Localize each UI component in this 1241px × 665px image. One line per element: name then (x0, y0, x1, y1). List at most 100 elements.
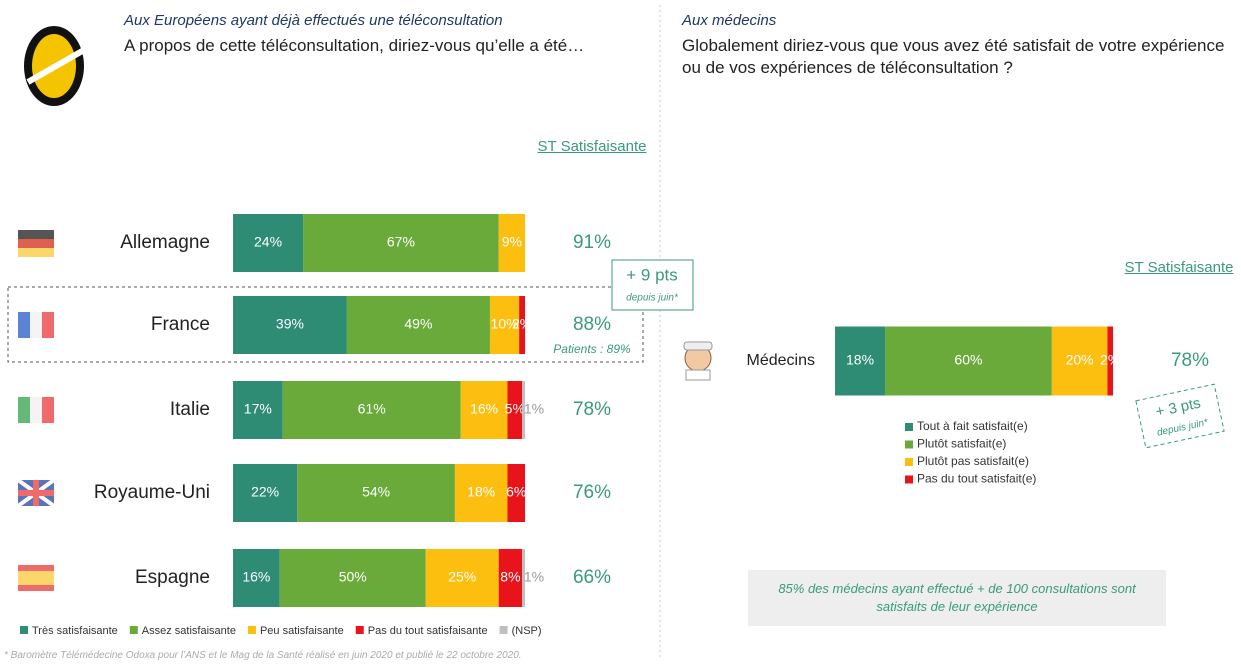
value-label: 54% (362, 484, 390, 500)
bar-segment (1051, 326, 1108, 396)
legend-label: Tout à fait satisfait(e) (917, 419, 1028, 433)
value-label: 18% (846, 352, 874, 368)
value-label: 10% (491, 316, 519, 332)
bar-segment (522, 381, 525, 439)
st-value: 88% (573, 314, 611, 335)
legend-swatch (355, 626, 364, 634)
legend-label: Peu satisfaisante (260, 625, 344, 637)
bar-segment (233, 464, 298, 522)
bar-segment (454, 464, 508, 522)
legend-swatch (20, 626, 28, 634)
bar-segment (425, 549, 499, 607)
st-value: 76% (573, 482, 611, 503)
legend-swatch (129, 626, 138, 634)
doctor-icon (683, 341, 713, 381)
value-label: 60% (954, 352, 982, 368)
bar-segment (498, 214, 525, 272)
value-label: 1% (524, 401, 544, 417)
st-header: ST Satisfaisante (537, 138, 647, 155)
legend-swatch (499, 626, 508, 634)
value-label: 8% (500, 569, 520, 585)
annotation: depuis juin* (626, 293, 679, 304)
st-value: 66% (573, 567, 611, 588)
legend-swatch (905, 458, 913, 466)
title: A propos de cette téléconsultation, diri… (124, 36, 585, 55)
bar-segment (282, 381, 461, 439)
value-label: 25% (448, 569, 476, 585)
bar-segment (507, 464, 525, 522)
value-label: 16% (470, 401, 498, 417)
bar-segment (233, 214, 304, 272)
category-label: Italie (170, 399, 210, 420)
note: 85% des médecins ayant effectué + de 100… (778, 581, 1136, 614)
value-label: 67% (387, 234, 415, 250)
bar-segment (489, 296, 520, 354)
st-value: 91% (573, 232, 611, 253)
category-label: Espagne (135, 567, 210, 588)
st-header: ST Satisfaisante (1124, 259, 1234, 276)
legend-label: Plutôt satisfait(e) (917, 437, 1006, 451)
category-label: France (151, 314, 210, 335)
subtitle: Aux Européens ayant déjà effectués une t… (124, 12, 503, 29)
value-label: 6% (506, 484, 526, 500)
category-label: Médecins (747, 352, 815, 369)
bar-segment (279, 549, 426, 607)
value-label: 16% (242, 569, 270, 585)
value-label: 2% (512, 316, 532, 332)
flags (16, 230, 56, 591)
logo (24, 26, 86, 106)
bar-segment (519, 296, 525, 354)
title: Globalement diriez-vous que vous avez ét… (682, 36, 1225, 77)
value-label: 49% (404, 316, 432, 332)
legend-label: (NSP) (512, 625, 542, 637)
note-box (748, 570, 1166, 626)
legend-swatch (905, 423, 913, 431)
value-label: 2% (1100, 352, 1120, 368)
category-label: Royaume-Uni (94, 482, 210, 503)
bar-segment (498, 549, 523, 607)
value-label: 17% (244, 401, 272, 417)
highlight-box (7, 286, 644, 363)
subtitle: Aux médecins (682, 12, 777, 29)
value-label: 9% (502, 234, 522, 250)
bar-segment (507, 381, 523, 439)
annotation-group: + 3 pts depuis juin* (1135, 383, 1225, 449)
value-label: 39% (276, 316, 304, 332)
annotation: + 9 pts (626, 265, 678, 284)
value-label: 20% (1066, 352, 1094, 368)
annotation-box (1135, 383, 1225, 449)
legend-label: Pas du tout satisfaisante (368, 625, 488, 637)
bar-segment (460, 381, 508, 439)
value-label: 22% (251, 484, 279, 500)
legend-label: Très satisfaisante (32, 625, 118, 637)
value-label: 24% (254, 234, 282, 250)
legend-swatch (905, 475, 913, 484)
bar-segment (233, 296, 347, 354)
bar-segment (835, 326, 886, 396)
bar-segment (303, 214, 499, 272)
annotation: + 3 pts (1154, 395, 1202, 421)
legend-label: Assez satisfaisante (142, 625, 236, 637)
annotation-box (611, 259, 694, 311)
value-label: 5% (505, 401, 525, 417)
value-label: 1% (524, 569, 544, 585)
legend-swatch (905, 440, 913, 449)
bar-segment (297, 464, 455, 522)
bar-segment (1107, 326, 1113, 396)
legend-label: Plutôt pas satisfait(e) (917, 454, 1029, 468)
legend-swatch (247, 626, 256, 634)
bar-segment (346, 296, 490, 354)
footnote: * Baromètre Télémédecine Odoxa pour l’AN… (4, 650, 522, 661)
value-label: 50% (339, 569, 367, 585)
annotation: Patients : 89% (553, 342, 631, 356)
category-label: Allemagne (120, 232, 210, 253)
bar-segment (885, 326, 1052, 396)
st-value: 78% (573, 399, 611, 420)
bar-segment (233, 549, 280, 607)
bar-segment (522, 549, 525, 607)
value-label: 18% (467, 484, 495, 500)
value-label: 61% (358, 401, 386, 417)
st-value: 78% (1171, 350, 1209, 371)
